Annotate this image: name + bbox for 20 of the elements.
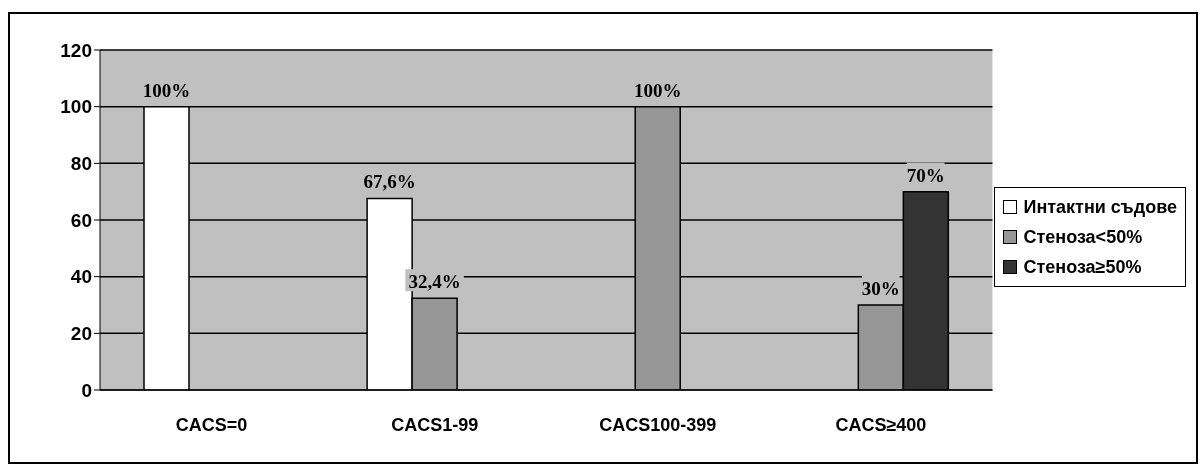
y-tick-label: 80 — [70, 153, 92, 175]
x-tick-label: CACS100-399 — [599, 414, 717, 435]
x-tick-label: CACS=0 — [175, 414, 248, 435]
x-tick-label: CACS1-99 — [391, 414, 479, 435]
y-tick-label: 60 — [70, 209, 92, 231]
y-tick-label: 40 — [70, 266, 92, 288]
data-label: 70% — [906, 164, 945, 186]
data-label: 100% — [142, 79, 191, 101]
y-tick-label: 100 — [60, 96, 92, 118]
data-label: 67,6% — [363, 171, 416, 193]
data-label: 100% — [633, 79, 682, 101]
y-tick-label: 0 — [81, 379, 92, 401]
y-tick-label: 120 — [60, 39, 92, 61]
x-tick-label: CACS≥400 — [835, 414, 927, 435]
data-label: 32,4% — [408, 271, 461, 293]
data-label: 30% — [861, 278, 900, 299]
y-tick-label: 20 — [70, 323, 92, 345]
legend-label: Стеноза<50% — [1023, 226, 1143, 249]
legend-label: Интактни съдове — [1023, 196, 1177, 219]
legend-label: Стеноза≥50% — [1023, 256, 1142, 279]
